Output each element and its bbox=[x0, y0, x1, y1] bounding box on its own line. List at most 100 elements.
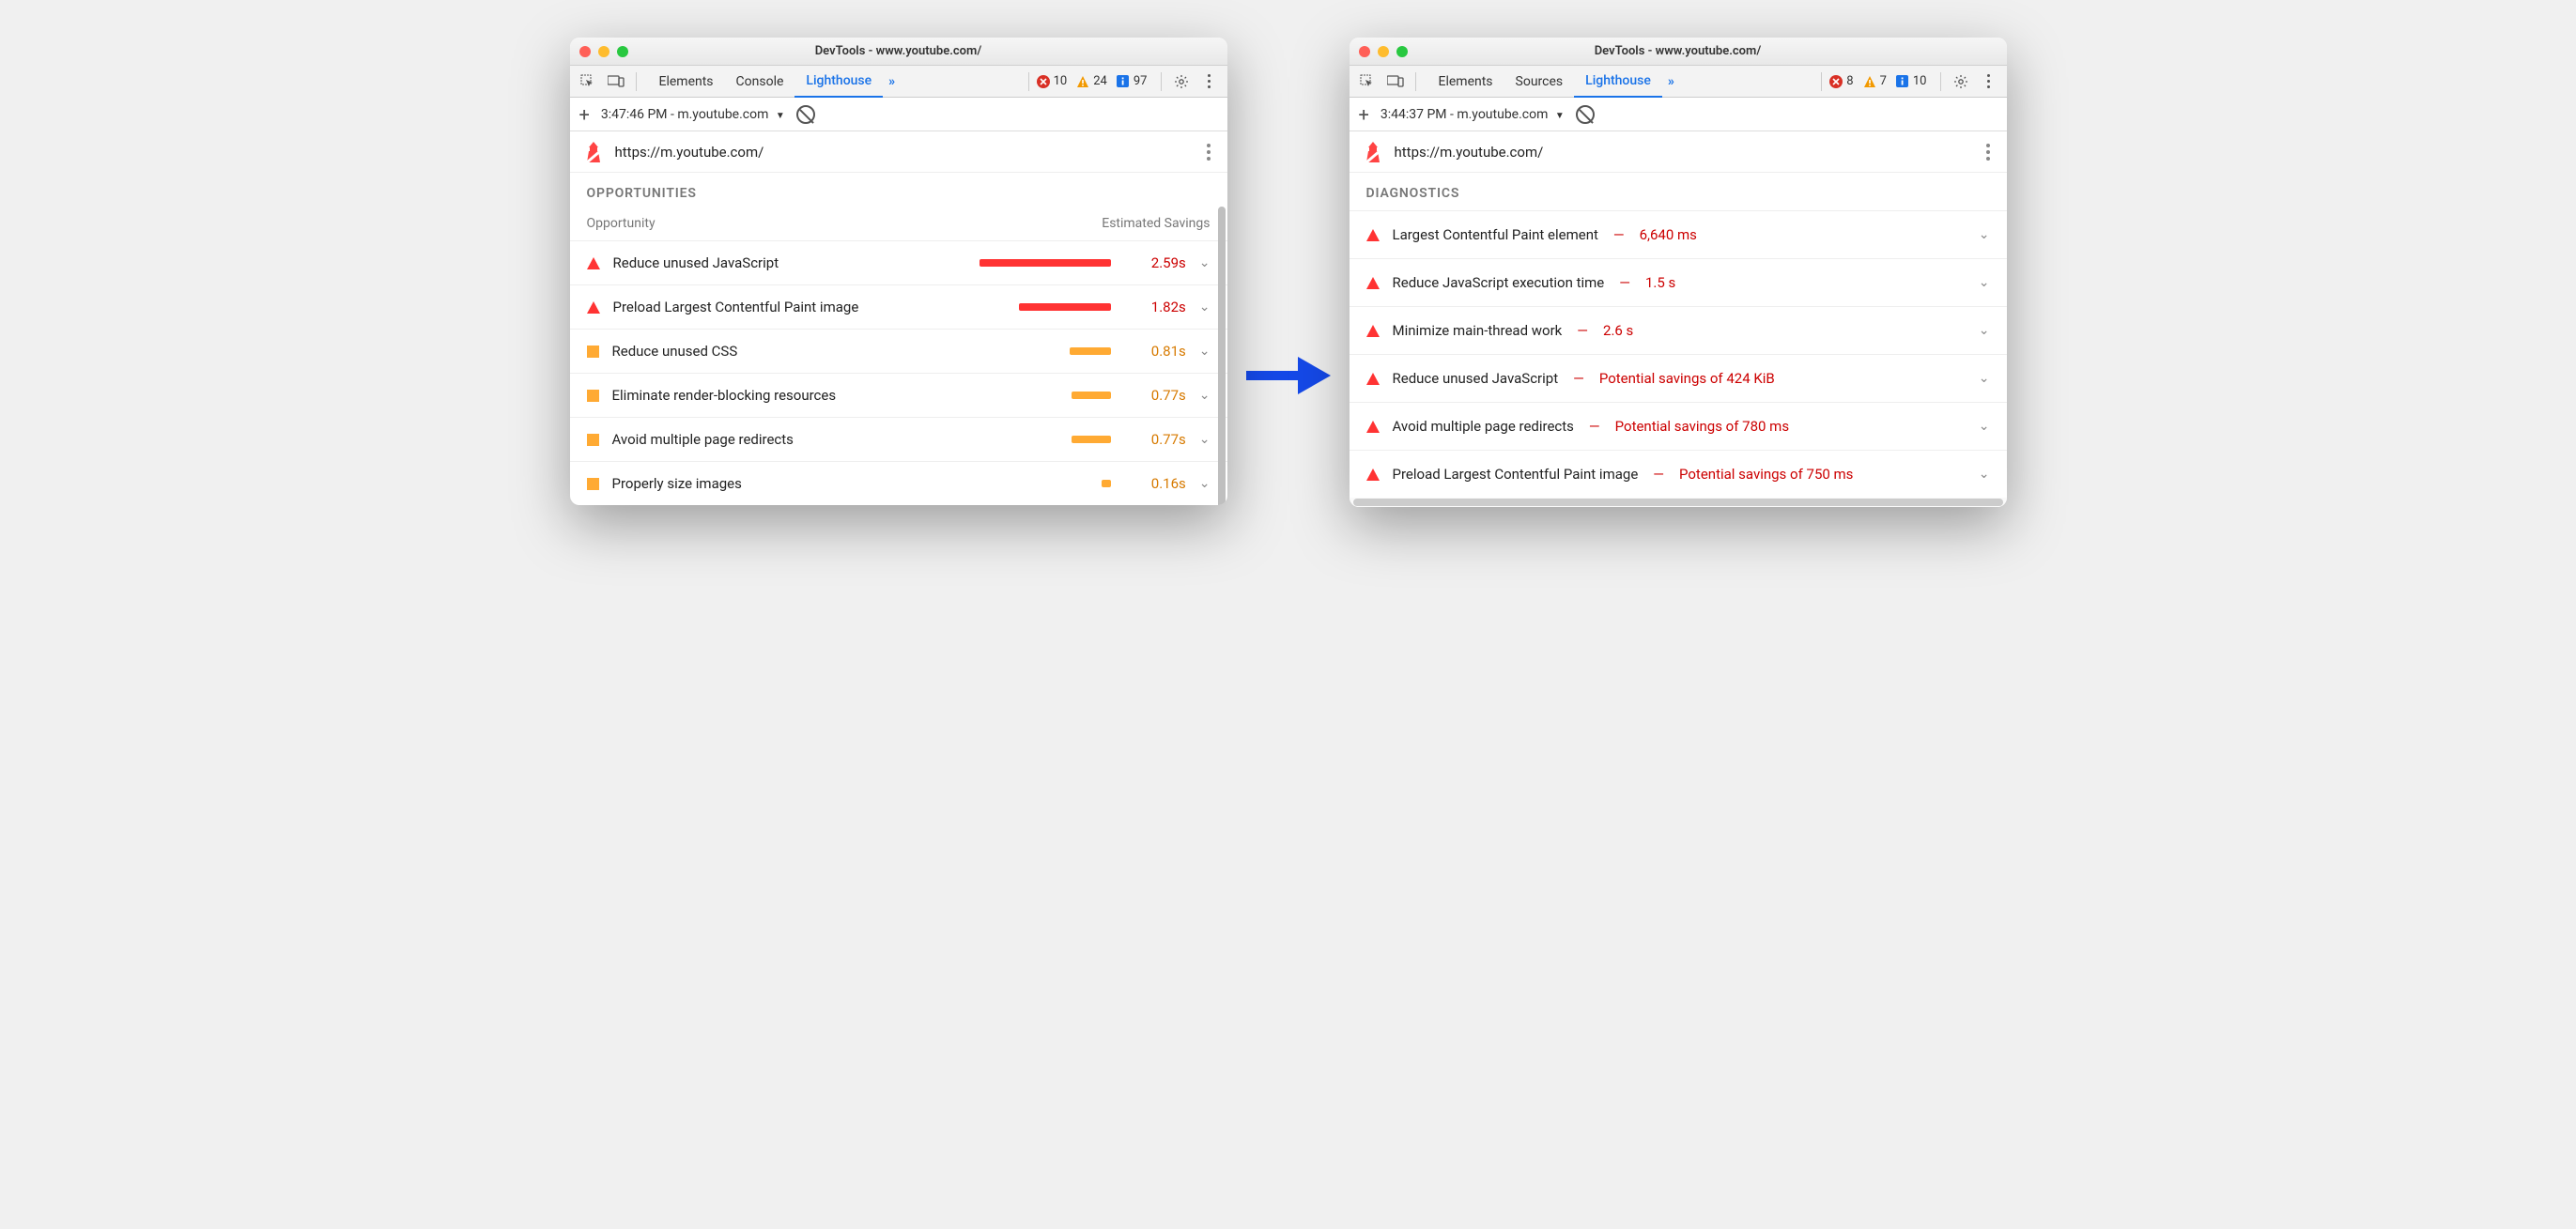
window-title: DevTools - www.youtube.com/ bbox=[570, 44, 1227, 58]
devtools-window-right: DevTools - www.youtube.com/ Elements Sou… bbox=[1350, 38, 2007, 507]
tab-sources[interactable]: Sources bbox=[1504, 66, 1575, 98]
diagnostic-metric: 1.5 s bbox=[1645, 274, 1675, 291]
expand-chevron-icon[interactable]: ⌄ bbox=[1979, 227, 1990, 242]
opportunity-label: Reduce unused CSS bbox=[612, 343, 738, 360]
square-icon bbox=[587, 434, 599, 446]
opportunity-label: Avoid multiple page redirects bbox=[612, 431, 794, 448]
zoom-dot[interactable] bbox=[617, 46, 628, 57]
clear-icon[interactable] bbox=[1576, 105, 1595, 124]
opportunity-row[interactable]: Eliminate render-blocking resources0.77s… bbox=[570, 373, 1227, 417]
expand-chevron-icon[interactable]: ⌄ bbox=[1979, 323, 1990, 338]
expand-chevron-icon[interactable]: ⌄ bbox=[1979, 419, 1990, 434]
tab-lighthouse[interactable]: Lighthouse bbox=[1574, 66, 1662, 98]
opportunity-row[interactable]: Properly size images0.16s⌄ bbox=[570, 461, 1227, 505]
clear-icon[interactable] bbox=[796, 105, 815, 124]
inspect-icon[interactable] bbox=[576, 69, 600, 94]
expand-chevron-icon[interactable]: ⌄ bbox=[1199, 255, 1211, 270]
minimize-dot[interactable] bbox=[598, 46, 609, 57]
issue-badges[interactable]: 10 24 97 bbox=[1037, 74, 1148, 88]
report-url-row: https://m.youtube.com/ bbox=[1350, 131, 2007, 173]
report-timestamp: 3:47:46 PM - m.youtube.com bbox=[601, 107, 769, 122]
arrow-icon bbox=[1246, 352, 1331, 399]
zoom-dot[interactable] bbox=[1396, 46, 1408, 57]
traffic-lights bbox=[1359, 46, 1408, 57]
triangle-icon bbox=[1366, 373, 1380, 385]
triangle-icon bbox=[1366, 229, 1380, 241]
opportunity-row[interactable]: Reduce unused CSS0.81s⌄ bbox=[570, 329, 1227, 373]
opportunity-row[interactable]: Avoid multiple page redirects 0.77s ⌄ bbox=[570, 417, 1227, 461]
lighthouse-icon bbox=[1363, 140, 1383, 164]
new-report-button[interactable]: + bbox=[579, 103, 590, 126]
scrollbar[interactable] bbox=[1218, 207, 1226, 505]
more-tabs-icon[interactable]: » bbox=[1662, 66, 1680, 98]
diagnostic-label: Largest Contentful Paint element bbox=[1393, 226, 1598, 243]
opportunity-row[interactable]: Preload Largest Contentful Paint image1.… bbox=[570, 284, 1227, 329]
lighthouse-icon bbox=[583, 140, 604, 164]
warning-badge[interactable]: 24 bbox=[1076, 74, 1107, 88]
expand-chevron-icon[interactable]: ⌄ bbox=[1979, 275, 1990, 290]
main-menu-icon[interactable] bbox=[1197, 69, 1222, 94]
main-menu-icon[interactable] bbox=[1977, 69, 2001, 94]
report-menu-icon[interactable] bbox=[1982, 140, 1994, 164]
new-report-button[interactable]: + bbox=[1359, 103, 1369, 126]
dash-separator: — bbox=[1573, 370, 1584, 387]
lighthouse-subbar: + 3:47:46 PM - m.youtube.com ▼ bbox=[570, 98, 1227, 131]
opportunity-label: Preload Largest Contentful Paint image bbox=[613, 299, 859, 315]
warning-badge[interactable]: 7 bbox=[1863, 74, 1887, 88]
expand-chevron-icon[interactable]: ⌄ bbox=[1979, 371, 1990, 386]
savings-bar-wrap bbox=[807, 436, 1117, 443]
dash-separator: — bbox=[1589, 418, 1600, 435]
triangle-icon bbox=[587, 301, 600, 314]
expand-chevron-icon[interactable]: ⌄ bbox=[1199, 300, 1211, 315]
close-dot[interactable] bbox=[1359, 46, 1370, 57]
tab-elements[interactable]: Elements bbox=[1427, 66, 1504, 98]
inspect-icon[interactable] bbox=[1355, 69, 1380, 94]
more-tabs-icon[interactable]: » bbox=[883, 66, 901, 98]
info-badge[interactable]: 97 bbox=[1117, 74, 1148, 88]
col-opportunity: Opportunity bbox=[587, 216, 656, 231]
error-badge[interactable]: 10 bbox=[1037, 74, 1068, 88]
report-menu-icon[interactable] bbox=[1203, 140, 1214, 164]
error-icon bbox=[1829, 75, 1843, 88]
info-count: 97 bbox=[1134, 74, 1148, 88]
horizontal-scrollbar[interactable] bbox=[1350, 498, 2007, 507]
expand-chevron-icon[interactable]: ⌄ bbox=[1979, 467, 1990, 482]
dropdown-caret-icon: ▼ bbox=[1555, 111, 1565, 121]
opportunity-label: Reduce unused JavaScript bbox=[613, 254, 779, 271]
square-icon bbox=[587, 390, 599, 402]
savings-bar bbox=[1072, 392, 1111, 399]
expand-chevron-icon[interactable]: ⌄ bbox=[1199, 344, 1211, 359]
expand-chevron-icon[interactable]: ⌄ bbox=[1199, 388, 1211, 403]
diagnostic-row[interactable]: Reduce unused JavaScript — Potential sav… bbox=[1350, 354, 2007, 402]
expand-chevron-icon[interactable]: ⌄ bbox=[1199, 476, 1211, 491]
device-icon[interactable] bbox=[1383, 69, 1408, 94]
diagnostic-row[interactable]: Minimize main-thread work — 2.6 s⌄ bbox=[1350, 306, 2007, 354]
savings-value: 0.77s bbox=[1130, 431, 1186, 448]
info-icon bbox=[1896, 75, 1909, 88]
settings-icon[interactable] bbox=[1949, 69, 1973, 94]
diagnostic-row[interactable]: Reduce JavaScript execution time — 1.5 s… bbox=[1350, 258, 2007, 306]
error-badge[interactable]: 8 bbox=[1829, 74, 1853, 88]
minimize-dot[interactable] bbox=[1378, 46, 1389, 57]
diagnostic-row[interactable]: Avoid multiple page redirects — Potentia… bbox=[1350, 402, 2007, 450]
device-icon[interactable] bbox=[604, 69, 628, 94]
dash-separator: — bbox=[1577, 322, 1588, 339]
report-selector[interactable]: 3:47:46 PM - m.youtube.com ▼ bbox=[601, 107, 785, 122]
close-dot[interactable] bbox=[579, 46, 591, 57]
info-badge[interactable]: 10 bbox=[1896, 74, 1927, 88]
tab-lighthouse[interactable]: Lighthouse bbox=[794, 66, 883, 98]
diagnostic-row[interactable]: Largest Contentful Paint element — 6,640… bbox=[1350, 210, 2007, 258]
info-count: 10 bbox=[1913, 74, 1927, 88]
tab-console[interactable]: Console bbox=[725, 66, 795, 98]
report-selector[interactable]: 3:44:37 PM - m.youtube.com ▼ bbox=[1381, 107, 1565, 122]
dash-separator: — bbox=[1619, 274, 1630, 291]
triangle-icon bbox=[1366, 277, 1380, 289]
tab-elements[interactable]: Elements bbox=[648, 66, 725, 98]
opportunity-row[interactable]: Reduce unused JavaScript2.59s⌄ bbox=[570, 240, 1227, 284]
square-icon bbox=[587, 478, 599, 490]
settings-icon[interactable] bbox=[1169, 69, 1194, 94]
savings-bar-wrap bbox=[872, 303, 1116, 311]
issue-badges[interactable]: 8 7 10 bbox=[1829, 74, 1926, 88]
diagnostic-row[interactable]: Preload Largest Contentful Paint image —… bbox=[1350, 450, 2007, 498]
expand-chevron-icon[interactable]: ⌄ bbox=[1199, 432, 1211, 447]
